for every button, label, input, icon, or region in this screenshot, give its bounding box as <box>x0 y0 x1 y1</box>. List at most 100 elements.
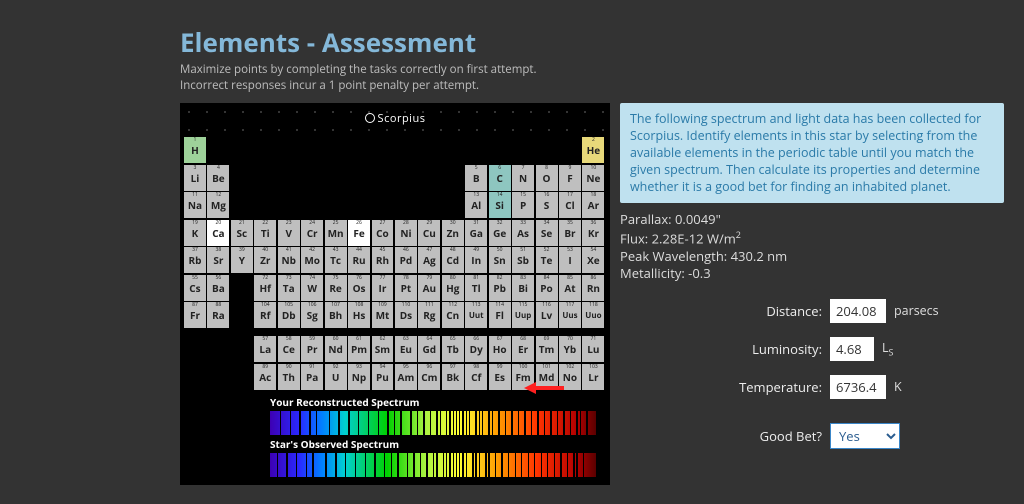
element-kr[interactable]: 36Kr <box>582 220 604 246</box>
element-he[interactable]: 2He <box>582 137 604 163</box>
element-ac[interactable]: 89Ac <box>254 364 276 390</box>
element-al[interactable]: 13Al <box>465 192 487 218</box>
element-y[interactable]: 39Y <box>231 247 253 273</box>
element-be[interactable]: 4Be <box>207 165 229 191</box>
element-ta[interactable]: 73Ta <box>278 275 300 301</box>
element-p[interactable]: 15P <box>512 192 534 218</box>
element-na[interactable]: 11Na <box>184 192 206 218</box>
element-db[interactable]: 105Db <box>278 302 300 328</box>
element-o[interactable]: 8O <box>536 165 558 191</box>
luminosity-input[interactable] <box>830 337 874 361</box>
element-ra[interactable]: 88Ra <box>207 302 229 328</box>
element-nd[interactable]: 60Nd <box>325 336 347 362</box>
element-gd[interactable]: 64Gd <box>418 336 440 362</box>
element-bk[interactable]: 97Bk <box>442 364 464 390</box>
element-lr[interactable]: 103Lr <box>582 364 604 390</box>
element-dy[interactable]: 66Dy <box>465 336 487 362</box>
element-n[interactable]: 7N <box>512 165 534 191</box>
element-v[interactable]: 23V <box>278 220 300 246</box>
element-pb[interactable]: 82Pb <box>489 275 511 301</box>
element-in[interactable]: 49In <box>465 247 487 273</box>
element-pu[interactable]: 94Pu <box>372 364 394 390</box>
element-yb[interactable]: 70Yb <box>559 336 581 362</box>
element-pd[interactable]: 46Pd <box>395 247 417 273</box>
element-eu[interactable]: 63Eu <box>395 336 417 362</box>
element-s[interactable]: 16S <box>536 192 558 218</box>
element-am[interactable]: 95Am <box>395 364 417 390</box>
element-xe[interactable]: 54Xe <box>582 247 604 273</box>
element-u[interactable]: 92U <box>325 364 347 390</box>
element-bh[interactable]: 107Bh <box>325 302 347 328</box>
element-ti[interactable]: 22Ti <box>254 220 276 246</box>
element-li[interactable]: 3Li <box>184 165 206 191</box>
element-as[interactable]: 33As <box>512 220 534 246</box>
element-pt[interactable]: 78Pt <box>395 275 417 301</box>
element-sm[interactable]: 62Sm <box>372 336 394 362</box>
element-bi[interactable]: 83Bi <box>512 275 534 301</box>
element-cn[interactable]: 112Cn <box>442 302 464 328</box>
element-hf[interactable]: 72Hf <box>254 275 276 301</box>
element-rn[interactable]: 86Rn <box>582 275 604 301</box>
element-uup[interactable]: 115Uup <box>512 302 534 328</box>
element-ag[interactable]: 47Ag <box>418 247 440 273</box>
element-h[interactable]: 1H <box>184 137 206 163</box>
element-tc[interactable]: 43Tc <box>325 247 347 273</box>
element-os[interactable]: 76Os <box>348 275 370 301</box>
goodbet-select[interactable]: Yes <box>830 423 900 449</box>
element-ne[interactable]: 10Ne <box>582 165 604 191</box>
element-fe[interactable]: 26Fe <box>348 220 370 246</box>
element-mt[interactable]: 109Mt <box>372 302 394 328</box>
element-nb[interactable]: 41Nb <box>278 247 300 273</box>
element-ca[interactable]: 20Ca <box>207 220 229 246</box>
element-at[interactable]: 85At <box>559 275 581 301</box>
element-tm[interactable]: 69Tm <box>536 336 558 362</box>
element-fl[interactable]: 114Fl <box>489 302 511 328</box>
element-au[interactable]: 79Au <box>418 275 440 301</box>
element-fr[interactable]: 87Fr <box>184 302 206 328</box>
element-ce[interactable]: 58Ce <box>278 336 300 362</box>
element-pr[interactable]: 59Pr <box>301 336 323 362</box>
element-k[interactable]: 19K <box>184 220 206 246</box>
element-mg[interactable]: 12Mg <box>207 192 229 218</box>
element-zn[interactable]: 30Zn <box>442 220 464 246</box>
element-cs[interactable]: 55Cs <box>184 275 206 301</box>
element-lv[interactable]: 116Lv <box>536 302 558 328</box>
element-sc[interactable]: 21Sc <box>231 220 253 246</box>
element-c[interactable]: 6C <box>489 165 511 191</box>
element-cl[interactable]: 17Cl <box>559 192 581 218</box>
element-ds[interactable]: 110Ds <box>395 302 417 328</box>
element-se[interactable]: 34Se <box>536 220 558 246</box>
element-np[interactable]: 93Np <box>348 364 370 390</box>
element-er[interactable]: 68Er <box>512 336 534 362</box>
element-cu[interactable]: 29Cu <box>418 220 440 246</box>
element-cr[interactable]: 24Cr <box>301 220 323 246</box>
element-sg[interactable]: 106Sg <box>301 302 323 328</box>
element-rh[interactable]: 45Rh <box>372 247 394 273</box>
element-uuo[interactable]: 118Uuo <box>582 302 604 328</box>
element-cf[interactable]: 98Cf <box>465 364 487 390</box>
element-hs[interactable]: 108Hs <box>348 302 370 328</box>
element-la[interactable]: 57La <box>254 336 276 362</box>
element-si[interactable]: 14Si <box>489 192 511 218</box>
element-pa[interactable]: 91Pa <box>301 364 323 390</box>
element-rb[interactable]: 37Rb <box>184 247 206 273</box>
element-ir[interactable]: 77Ir <box>372 275 394 301</box>
element-hg[interactable]: 80Hg <box>442 275 464 301</box>
element-br[interactable]: 35Br <box>559 220 581 246</box>
element-sn[interactable]: 50Sn <box>489 247 511 273</box>
element-sr[interactable]: 38Sr <box>207 247 229 273</box>
element-zr[interactable]: 40Zr <box>254 247 276 273</box>
element-es[interactable]: 99Es <box>489 364 511 390</box>
element-ho[interactable]: 67Ho <box>489 336 511 362</box>
element-cd[interactable]: 48Cd <box>442 247 464 273</box>
element-i[interactable]: 53I <box>559 247 581 273</box>
element-po[interactable]: 84Po <box>536 275 558 301</box>
element-uut[interactable]: 113Uut <box>465 302 487 328</box>
element-th[interactable]: 90Th <box>278 364 300 390</box>
element-lu[interactable]: 71Lu <box>582 336 604 362</box>
element-tl[interactable]: 81Tl <box>465 275 487 301</box>
element-w[interactable]: 74W <box>301 275 323 301</box>
element-ba[interactable]: 56Ba <box>207 275 229 301</box>
element-co[interactable]: 27Co <box>372 220 394 246</box>
element-uus[interactable]: 117Uus <box>559 302 581 328</box>
